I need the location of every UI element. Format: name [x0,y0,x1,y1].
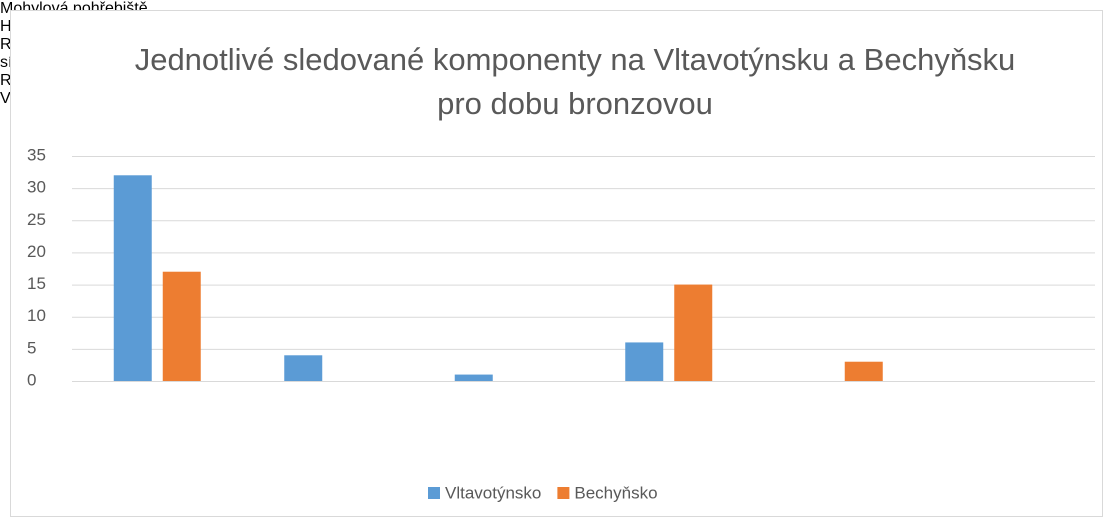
y-tick-label: 30 [27,178,46,197]
legend-label: Bechyňsko [574,483,657,502]
chart-title: Jednotlivé sledované komponenty na Vltav… [134,42,1016,121]
bar [113,175,152,381]
y-tick-label: 10 [27,306,46,325]
y-tick-label: 5 [27,338,36,357]
y-tick-label: 15 [27,274,46,293]
y-tick-label: 20 [27,242,46,261]
bar [844,361,883,381]
legend-swatch [557,487,570,499]
legend-swatch [428,487,440,499]
bar [625,342,664,381]
y-tick-label: 0 [27,370,36,389]
legend-label: Vltavotýnsko [445,483,541,502]
y-tick-label: 25 [27,210,46,229]
bar [674,284,713,381]
bar [454,374,493,381]
chart-border [10,10,1103,517]
bar [162,271,201,381]
bar [284,355,323,381]
y-tick-label: 35 [27,145,46,164]
